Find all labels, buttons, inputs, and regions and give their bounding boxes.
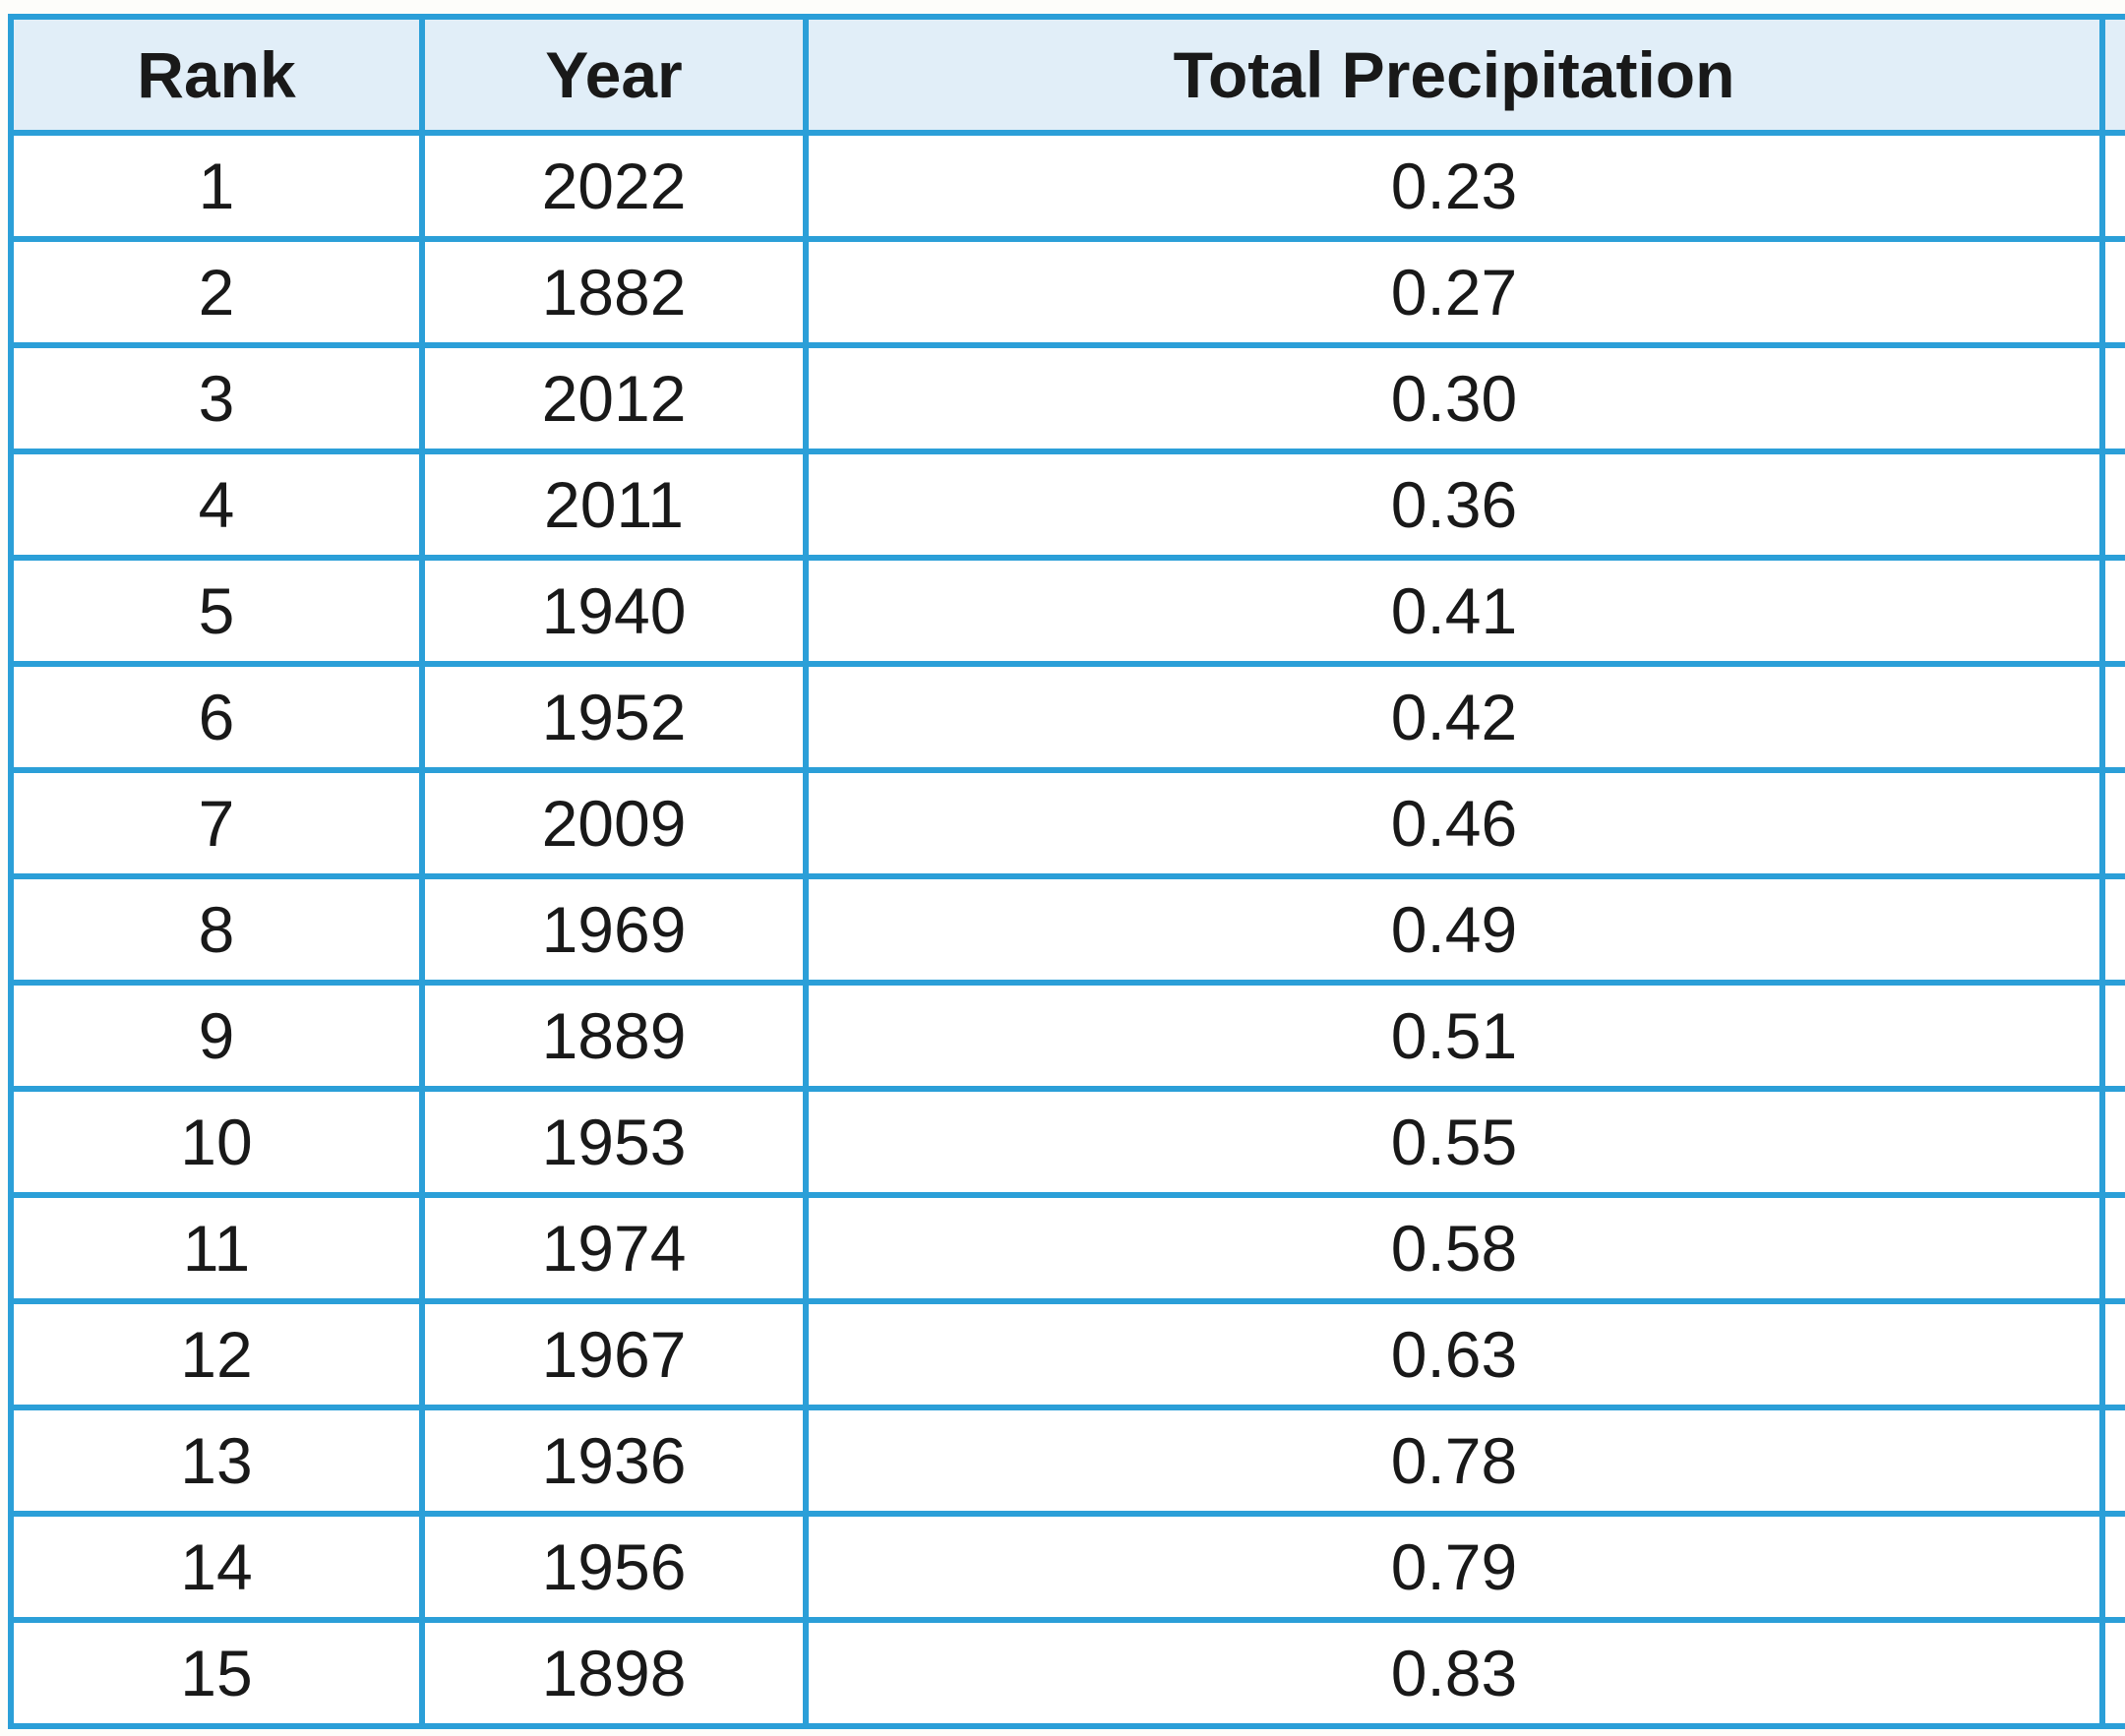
table-row: 3 2012 0.30 bbox=[8, 342, 2125, 454]
year-cell: 1974 bbox=[419, 1192, 809, 1304]
clipped-column-cell bbox=[2099, 449, 2125, 561]
rank-cell: 10 bbox=[8, 1086, 425, 1198]
precip-cell: 0.51 bbox=[803, 980, 2105, 1092]
clipped-column-cell bbox=[2099, 1511, 2125, 1623]
table-row: 9 1889 0.51 bbox=[8, 980, 2125, 1092]
clipped-column-cell bbox=[2099, 767, 2125, 879]
rank-cell: 5 bbox=[8, 555, 425, 667]
precip-cell: 0.30 bbox=[803, 342, 2105, 454]
rank-cell: 4 bbox=[8, 449, 425, 561]
rank-cell: 1 bbox=[8, 130, 425, 242]
precip-cell: 0.46 bbox=[803, 767, 2105, 879]
header-clipped-column bbox=[2099, 14, 2125, 136]
precip-cell: 0.55 bbox=[803, 1086, 2105, 1198]
rank-cell: 9 bbox=[8, 980, 425, 1092]
precip-cell: 0.41 bbox=[803, 555, 2105, 667]
header-total-precipitation: Total Precipitation bbox=[803, 14, 2105, 136]
table-row: 1 2022 0.23 bbox=[8, 130, 2125, 242]
table-row: 4 2011 0.36 bbox=[8, 449, 2125, 561]
precip-cell: 0.58 bbox=[803, 1192, 2105, 1304]
table-row: 10 1953 0.55 bbox=[8, 1086, 2125, 1198]
table-row: 14 1956 0.79 bbox=[8, 1511, 2125, 1623]
rank-cell: 14 bbox=[8, 1511, 425, 1623]
clipped-column-cell bbox=[2099, 873, 2125, 986]
year-cell: 1882 bbox=[419, 236, 809, 348]
table-row: 11 1974 0.58 bbox=[8, 1192, 2125, 1304]
table-row: 6 1952 0.42 bbox=[8, 661, 2125, 773]
header-rank: Rank bbox=[8, 14, 425, 136]
precip-cell: 0.23 bbox=[803, 130, 2105, 242]
year-cell: 2009 bbox=[419, 767, 809, 879]
table-row: 5 1940 0.41 bbox=[8, 555, 2125, 667]
rank-cell: 2 bbox=[8, 236, 425, 348]
year-cell: 1936 bbox=[419, 1405, 809, 1517]
precip-cell: 0.78 bbox=[803, 1405, 2105, 1517]
rank-cell: 7 bbox=[8, 767, 425, 879]
header-year: Year bbox=[419, 14, 809, 136]
precipitation-table: Rank Year Total Precipitation 1 2022 0.2… bbox=[8, 14, 2125, 1729]
rank-cell: 12 bbox=[8, 1298, 425, 1410]
precip-cell: 0.83 bbox=[803, 1617, 2105, 1729]
precip-cell: 0.42 bbox=[803, 661, 2105, 773]
table-row: 7 2009 0.46 bbox=[8, 767, 2125, 879]
year-cell: 1952 bbox=[419, 661, 809, 773]
clipped-column-cell bbox=[2099, 1405, 2125, 1517]
clipped-column-cell bbox=[2099, 1192, 2125, 1304]
table-row: 12 1967 0.63 bbox=[8, 1298, 2125, 1410]
rank-cell: 11 bbox=[8, 1192, 425, 1304]
clipped-column-cell bbox=[2099, 980, 2125, 1092]
clipped-column-cell bbox=[2099, 236, 2125, 348]
rank-cell: 15 bbox=[8, 1617, 425, 1729]
precip-cell: 0.36 bbox=[803, 449, 2105, 561]
precip-cell: 0.63 bbox=[803, 1298, 2105, 1410]
clipped-column-cell bbox=[2099, 130, 2125, 242]
header-row: Rank Year Total Precipitation bbox=[8, 14, 2125, 136]
year-cell: 2022 bbox=[419, 130, 809, 242]
precip-cell: 0.49 bbox=[803, 873, 2105, 986]
rank-cell: 6 bbox=[8, 661, 425, 773]
rank-cell: 8 bbox=[8, 873, 425, 986]
table-row: 2 1882 0.27 bbox=[8, 236, 2125, 348]
year-cell: 2012 bbox=[419, 342, 809, 454]
clipped-column-cell bbox=[2099, 1298, 2125, 1410]
year-cell: 1953 bbox=[419, 1086, 809, 1198]
year-cell: 1889 bbox=[419, 980, 809, 1092]
year-cell: 1969 bbox=[419, 873, 809, 986]
rank-cell: 3 bbox=[8, 342, 425, 454]
clipped-column-cell bbox=[2099, 661, 2125, 773]
precip-cell: 0.27 bbox=[803, 236, 2105, 348]
precip-cell: 0.79 bbox=[803, 1511, 2105, 1623]
clipped-column-cell bbox=[2099, 342, 2125, 454]
clipped-column-cell bbox=[2099, 1086, 2125, 1198]
clipped-column-cell bbox=[2099, 555, 2125, 667]
table-row: 8 1969 0.49 bbox=[8, 873, 2125, 986]
precipitation-table-container: Rank Year Total Precipitation 1 2022 0.2… bbox=[8, 14, 2125, 1729]
year-cell: 1940 bbox=[419, 555, 809, 667]
year-cell: 1967 bbox=[419, 1298, 809, 1410]
table-body: 1 2022 0.23 2 1882 0.27 3 2012 0.30 4 20… bbox=[8, 130, 2125, 1729]
clipped-column-cell bbox=[2099, 1617, 2125, 1729]
table-row: 15 1898 0.83 bbox=[8, 1617, 2125, 1729]
year-cell: 1898 bbox=[419, 1617, 809, 1729]
year-cell: 1956 bbox=[419, 1511, 809, 1623]
table-row: 13 1936 0.78 bbox=[8, 1405, 2125, 1517]
rank-cell: 13 bbox=[8, 1405, 425, 1517]
year-cell: 2011 bbox=[419, 449, 809, 561]
